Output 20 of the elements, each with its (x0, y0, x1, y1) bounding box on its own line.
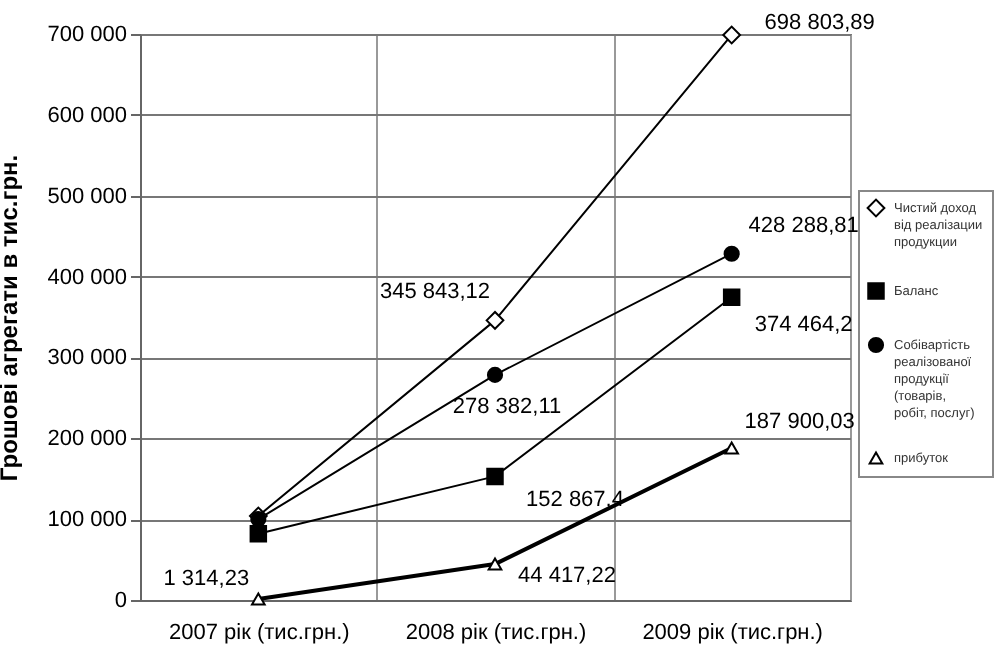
y-tick-label: 600 000 (47, 103, 127, 128)
x-tick-label: 2009 рік (тис.грн.) (642, 621, 823, 645)
data-label: 44 417,22 (518, 564, 616, 589)
y-tick-label: 200 000 (47, 427, 127, 452)
data-label: 187 900,03 (744, 410, 855, 435)
data-label: 1 314,23 (163, 566, 250, 591)
x-tick-label: 2007 рік (тис.грн.) (169, 621, 350, 645)
x-tick-label: 2008 рік (тис.грн.) (405, 621, 587, 645)
y-tick-label: 300 000 (47, 346, 127, 371)
y-tick-label: 500 000 (47, 184, 127, 209)
data-label: 374 464,2 (754, 313, 853, 338)
y-tick-label: 0 (114, 589, 127, 613)
data-label: 698 803,89 (764, 10, 875, 35)
y-tick-label: 100 000 (47, 508, 127, 533)
y-tick-label: 700 000 (47, 23, 127, 47)
data-label: 428 288,81 (748, 213, 859, 238)
y-axis-title: Грошові агрегати в тис.грн. (0, 154, 24, 482)
data-label: 278 382,11 (452, 394, 562, 419)
y-tick-label: 400 000 (47, 265, 127, 290)
data-label: 345 843,12 (379, 280, 491, 305)
